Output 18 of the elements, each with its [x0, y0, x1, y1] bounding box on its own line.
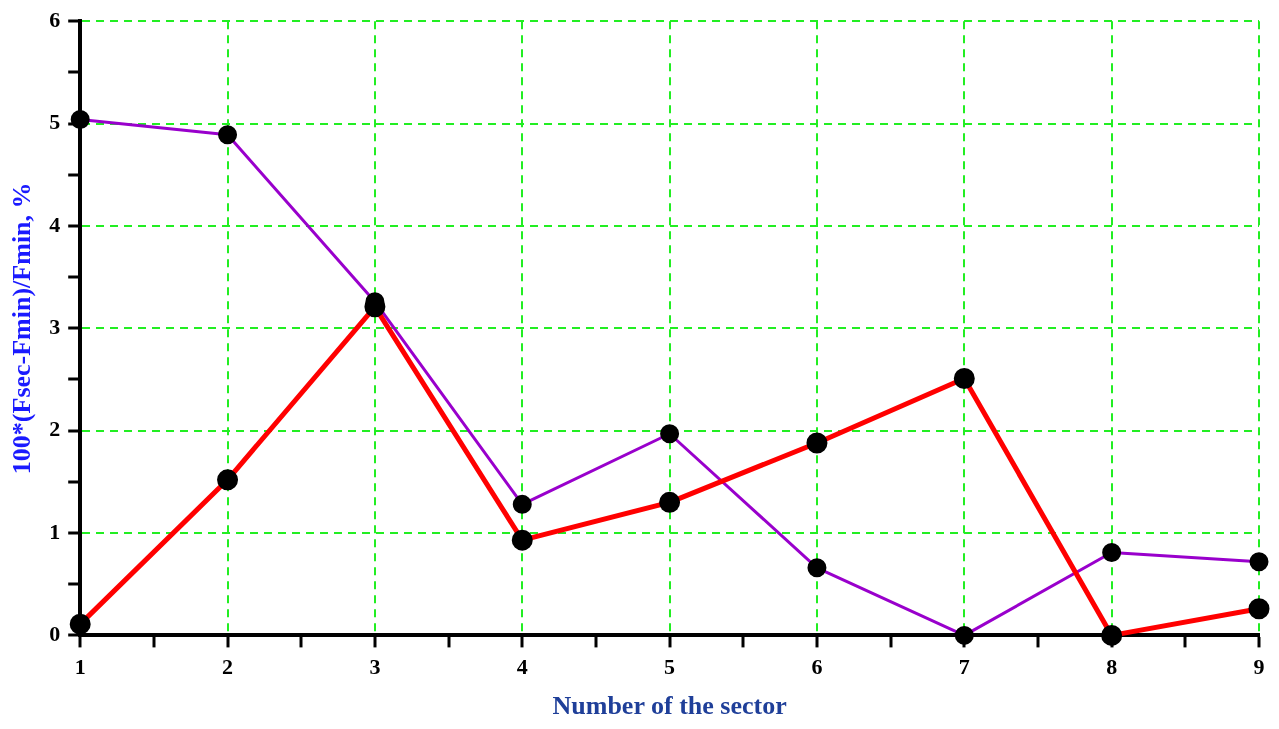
x-tick-label: 3 — [369, 654, 381, 680]
y-tick-label: 0 — [49, 621, 61, 647]
y-tick-label: 2 — [49, 416, 61, 442]
x-axis-title: Number of the sector — [552, 691, 787, 721]
x-tick-label: 6 — [811, 654, 823, 680]
x-tick-label: 9 — [1253, 654, 1265, 680]
x-tick-label: 4 — [516, 654, 528, 680]
x-tick-label: 8 — [1106, 654, 1118, 680]
y-tick-label: 4 — [49, 211, 61, 237]
x-tick-label: 7 — [958, 654, 970, 680]
x-tick-label: 1 — [74, 654, 86, 680]
y-tick-label: 3 — [49, 313, 61, 339]
y-tick-label: 1 — [49, 518, 61, 544]
y-tick-label: 6 — [49, 6, 61, 32]
y-tick-label: 5 — [49, 109, 61, 135]
y-axis-title: 100*(Fsec-Fmin)/Fmin, % — [7, 182, 37, 475]
x-tick-label: 2 — [222, 654, 234, 680]
x-tick-label: 5 — [664, 654, 676, 680]
